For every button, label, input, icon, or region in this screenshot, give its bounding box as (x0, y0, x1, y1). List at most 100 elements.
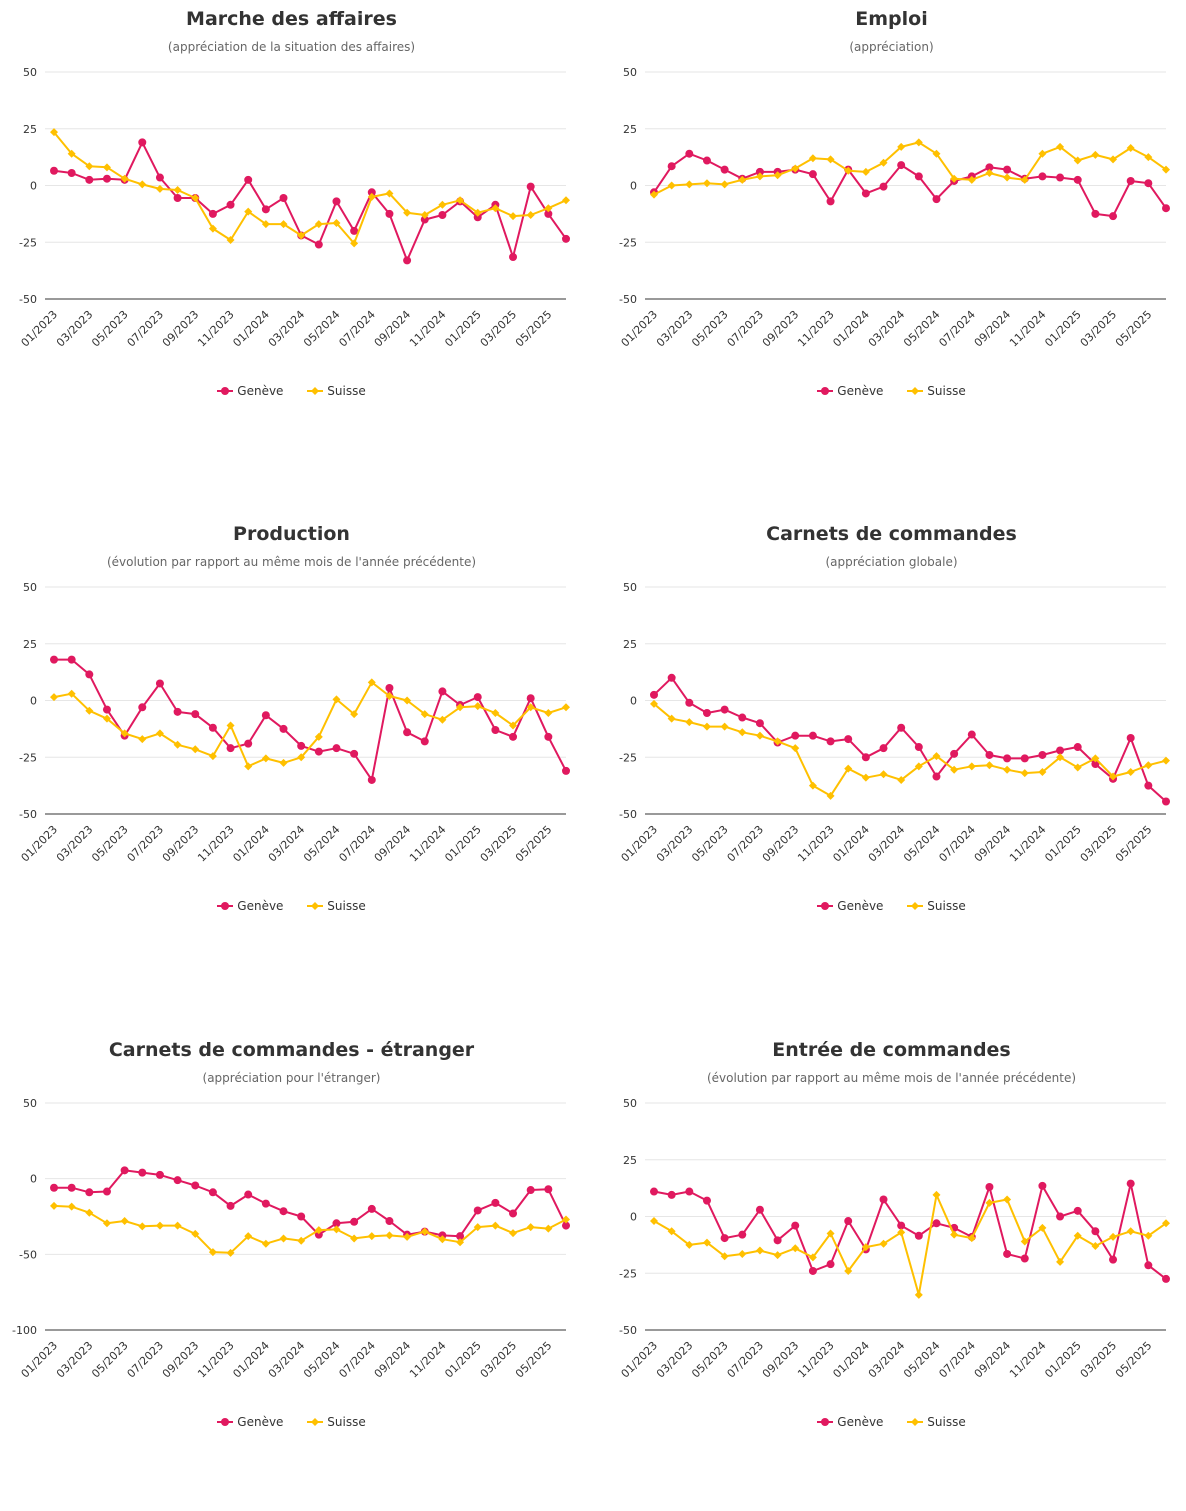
data-point-suisse[interactable] (473, 1223, 482, 1232)
data-point-geneve[interactable] (1020, 754, 1029, 763)
data-point-geneve[interactable] (808, 1266, 817, 1275)
data-point-suisse[interactable] (685, 180, 694, 189)
data-point-geneve[interactable] (473, 213, 482, 222)
legend-item-geneve[interactable]: Genève (217, 898, 283, 913)
data-point-geneve[interactable] (332, 197, 341, 206)
data-point-geneve[interactable] (208, 723, 217, 732)
legend-item-suisse[interactable]: Suisse (307, 1414, 366, 1429)
data-point-suisse[interactable] (738, 175, 747, 184)
data-point-geneve[interactable] (261, 1199, 270, 1208)
data-point-suisse[interactable] (191, 1229, 200, 1238)
data-point-geneve[interactable] (1109, 1255, 1118, 1264)
data-point-suisse[interactable] (1126, 144, 1135, 153)
data-point-suisse[interactable] (526, 1223, 535, 1232)
data-point-suisse[interactable] (932, 1190, 941, 1199)
data-point-geneve[interactable] (509, 1209, 518, 1218)
data-point-geneve[interactable] (1038, 1181, 1047, 1190)
data-point-suisse[interactable] (1126, 1227, 1135, 1236)
data-point-suisse[interactable] (685, 718, 694, 727)
legend-item-geneve[interactable]: Genève (817, 1414, 883, 1429)
data-point-geneve[interactable] (208, 1188, 217, 1197)
data-point-geneve[interactable] (67, 655, 76, 664)
data-point-suisse[interactable] (50, 693, 58, 702)
data-point-suisse[interactable] (279, 758, 288, 767)
data-point-suisse[interactable] (155, 729, 164, 738)
data-point-geneve[interactable] (544, 732, 553, 741)
data-point-suisse[interactable] (420, 1227, 429, 1236)
data-point-suisse[interactable] (102, 1219, 111, 1228)
data-point-geneve[interactable] (173, 1176, 182, 1185)
data-point-suisse[interactable] (755, 172, 764, 181)
data-point-geneve[interactable] (1003, 165, 1012, 174)
data-point-suisse[interactable] (420, 211, 429, 220)
data-point-suisse[interactable] (244, 1232, 253, 1241)
data-point-geneve[interactable] (138, 1168, 147, 1177)
data-point-geneve[interactable] (1056, 746, 1065, 755)
data-point-geneve[interactable] (738, 1230, 747, 1239)
data-point-suisse[interactable] (755, 1246, 764, 1255)
data-point-suisse[interactable] (350, 1234, 359, 1243)
data-point-geneve[interactable] (1056, 173, 1065, 182)
data-point-suisse[interactable] (473, 702, 482, 711)
data-point-geneve[interactable] (897, 1221, 906, 1230)
data-point-suisse[interactable] (791, 744, 800, 753)
data-point-geneve[interactable] (226, 200, 235, 209)
data-point-suisse[interactable] (438, 715, 447, 724)
data-point-geneve[interactable] (685, 149, 694, 158)
data-point-suisse[interactable] (1056, 1257, 1065, 1266)
data-point-geneve[interactable] (879, 744, 888, 753)
data-point-geneve[interactable] (879, 1195, 888, 1204)
data-point-suisse[interactable] (403, 696, 412, 705)
legend-item-geneve[interactable]: Genève (217, 1414, 283, 1429)
data-point-suisse[interactable] (738, 728, 747, 737)
data-point-suisse[interactable] (702, 722, 711, 731)
data-point-suisse[interactable] (826, 1229, 835, 1238)
data-point-suisse[interactable] (562, 196, 570, 205)
data-point-suisse[interactable] (720, 180, 729, 189)
data-point-geneve[interactable] (155, 173, 164, 182)
data-point-geneve[interactable] (1144, 781, 1153, 790)
data-point-suisse[interactable] (879, 158, 888, 167)
legend-item-suisse[interactable]: Suisse (307, 383, 366, 398)
data-point-geneve[interactable] (155, 679, 164, 688)
data-point-geneve[interactable] (138, 138, 147, 147)
data-point-geneve[interactable] (1126, 176, 1135, 185)
data-point-geneve[interactable] (1091, 209, 1100, 218)
legend-item-suisse[interactable]: Suisse (907, 1414, 966, 1429)
data-point-suisse[interactable] (226, 1248, 235, 1257)
data-point-geneve[interactable] (1073, 1206, 1082, 1215)
data-point-geneve[interactable] (755, 1205, 764, 1214)
data-point-suisse[interactable] (509, 212, 518, 221)
data-point-suisse[interactable] (385, 1231, 394, 1240)
data-point-suisse[interactable] (985, 1198, 994, 1207)
data-point-suisse[interactable] (191, 193, 200, 202)
data-point-geneve[interactable] (985, 163, 994, 172)
data-point-geneve[interactable] (332, 1219, 341, 1228)
data-point-geneve[interactable] (526, 1186, 535, 1195)
data-point-geneve[interactable] (314, 1230, 323, 1239)
data-point-geneve[interactable] (702, 708, 711, 717)
data-point-geneve[interactable] (350, 1217, 359, 1226)
data-point-geneve[interactable] (350, 226, 359, 235)
data-point-suisse[interactable] (562, 1215, 570, 1224)
data-point-suisse[interactable] (261, 1239, 270, 1248)
data-point-geneve[interactable] (826, 737, 835, 746)
data-point-geneve[interactable] (667, 162, 676, 171)
data-point-geneve[interactable] (755, 719, 764, 728)
data-point-suisse[interactable] (173, 740, 182, 749)
data-point-suisse[interactable] (173, 1221, 182, 1230)
data-point-geneve[interactable] (102, 174, 111, 183)
data-point-geneve[interactable] (1056, 1212, 1065, 1221)
data-point-geneve[interactable] (1091, 760, 1100, 769)
data-point-suisse[interactable] (138, 735, 147, 744)
data-point-suisse[interactable] (85, 706, 94, 715)
data-point-suisse[interactable] (826, 791, 835, 800)
data-point-geneve[interactable] (509, 732, 518, 741)
data-point-suisse[interactable] (208, 1248, 217, 1257)
data-point-geneve[interactable] (102, 705, 111, 714)
data-point-geneve[interactable] (50, 1183, 58, 1192)
data-point-suisse[interactable] (1109, 1232, 1118, 1241)
data-point-geneve[interactable] (914, 1231, 923, 1240)
data-point-suisse[interactable] (279, 1234, 288, 1243)
data-point-suisse[interactable] (491, 204, 500, 213)
